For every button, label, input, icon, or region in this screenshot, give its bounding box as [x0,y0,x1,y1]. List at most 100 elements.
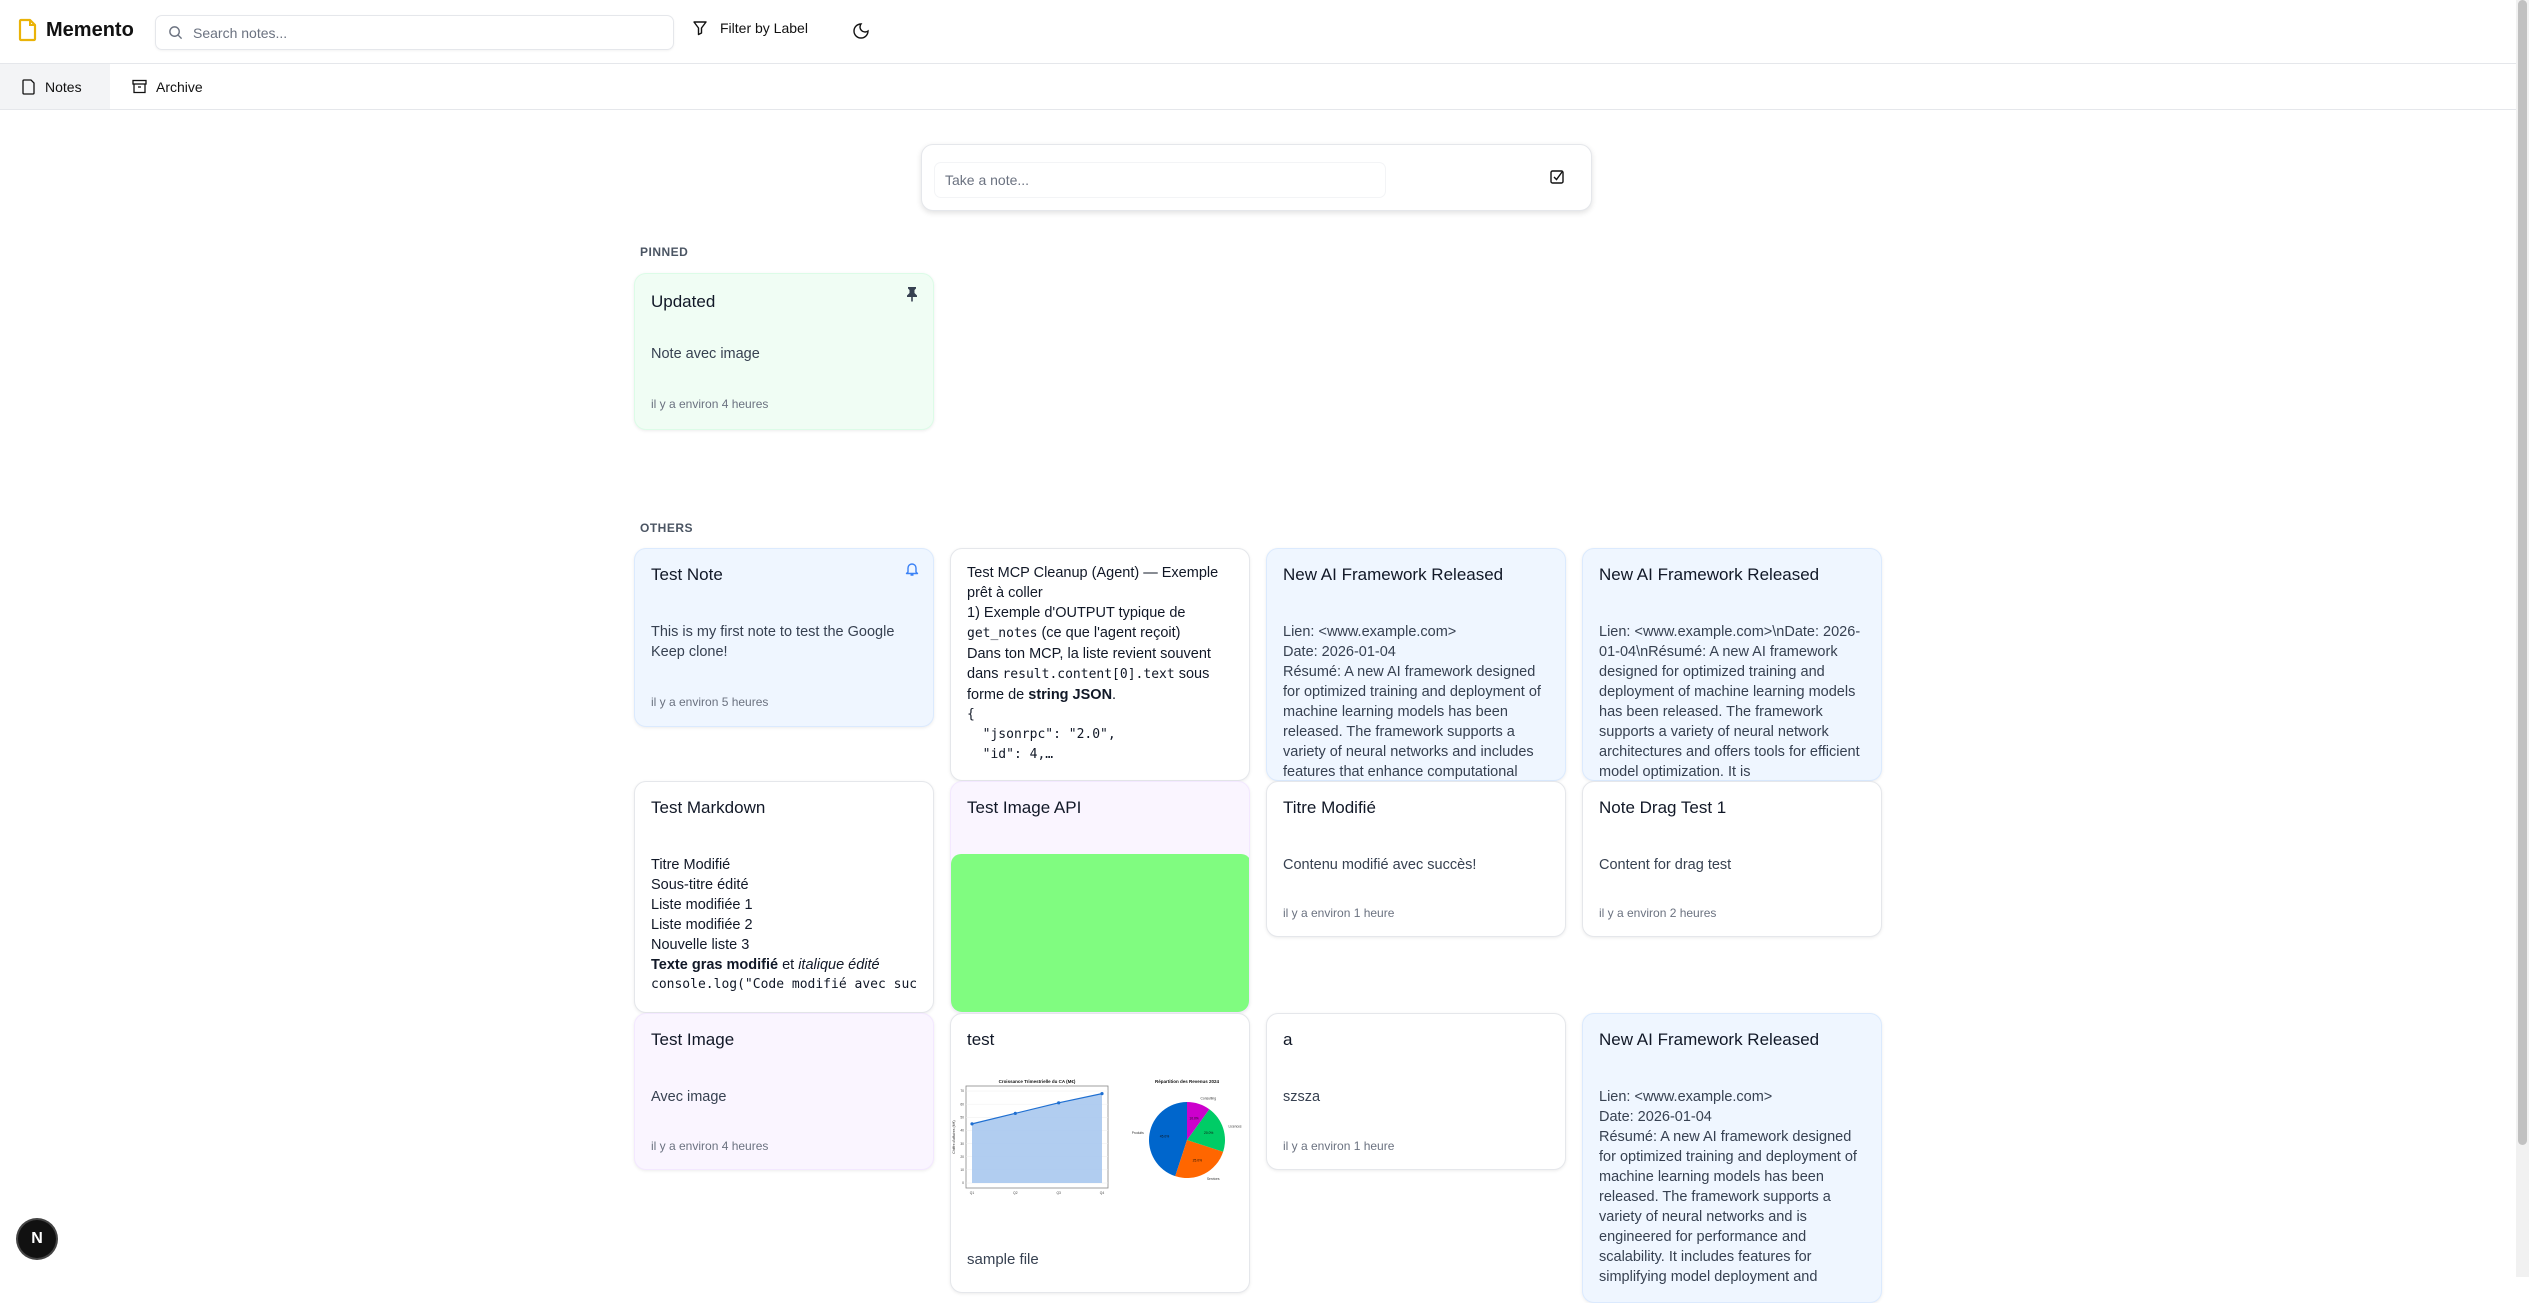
filter-by-label-button[interactable]: Filter by Label [692,20,808,36]
note-line: 1) Exemple d'OUTPUT typique de get_notes… [967,603,1233,644]
note-composer [921,144,1592,211]
note-timestamp: il y a environ 1 heure [1283,1139,1395,1153]
y-tick-label: 10 [960,1168,964,1172]
note-title: New AI Framework Released [1283,565,1504,584]
bold-text: Texte gras modifié [651,957,779,973]
pie-category-label: Licences [1229,1124,1242,1128]
note-card-ai-framework-2[interactable]: New AI Framework Released Lien: <www.exa… [1582,548,1882,781]
pie-percent-label: 20.0% [1204,1131,1213,1135]
note-line: Test MCP Cleanup (Agent) — Exemple prêt … [967,565,1219,601]
pie-slice [1187,1109,1225,1152]
new-checklist-button[interactable] [1549,169,1565,190]
data-point [1057,1101,1061,1105]
note-card-test-image[interactable]: Test Image Avec image il y a environ 4 h… [634,1013,934,1170]
x-tick-label: Q2 [1013,1191,1018,1195]
note-card-drag-test[interactable]: Note Drag Test 1 Content for drag test i… [1582,781,1882,937]
app-header: Memento Filter by Label [0,0,2516,64]
note-title: a [1283,1030,1293,1049]
note-card-mcp-cleanup[interactable]: Test MCP Cleanup (Agent) — Exemple prêt … [950,548,1250,781]
note-card-updated[interactable]: Updated Note avec image il y a environ 4… [634,273,934,430]
note-title: Titre Modifié [1283,798,1376,817]
code-block: { "jsonrpc": "2.0", "id": 4,… [967,707,1116,762]
pie-slice [1175,1140,1224,1178]
pie-category-label: Produits [1132,1131,1144,1135]
pie-slice [1187,1102,1210,1140]
take-note-input[interactable] [935,163,1385,197]
tab-label: Archive [156,78,203,95]
y-tick-label: 30 [960,1142,964,1146]
text: . [1112,687,1117,703]
note-body: Content for drag test [1599,857,1732,873]
y-tick-label: 0 [962,1181,964,1185]
text: 1) Exemple d'OUTPUT typique de [967,605,1186,621]
y-tick-label: 60 [960,1102,964,1106]
line-chart-title: Croissance Trimestrielle du CA (M€) [999,1079,1076,1084]
note-card-ai-framework-3[interactable]: New AI Framework Released Lien: <www.exa… [1582,1013,1882,1303]
note-card-test-markdown[interactable]: Test Markdown Titre Modifié Sous-titre é… [634,781,934,1013]
tab-archive[interactable]: Archive [110,64,225,109]
app-logo[interactable]: Memento [18,18,134,42]
pie-category-label: Services [1207,1177,1220,1181]
checkbox-icon [1550,170,1564,184]
note-body: Note avec image [651,346,760,362]
note-body: szsza [1283,1089,1321,1105]
note-body: sample file [967,1251,1039,1268]
note-body: Titre Modifié Sous-titre édité Liste mod… [651,855,917,995]
tab-notes[interactable]: Notes [0,64,110,109]
note-card-a[interactable]: a szsza il y a environ 1 heure [1266,1013,1566,1170]
italic-text: italique édité [798,957,880,973]
search-icon [169,26,183,40]
note-card-test-note[interactable]: Test Note This is my first note to test … [634,548,934,727]
page-scrollbar[interactable] [2516,0,2529,1277]
bold-text: string JSON [1028,687,1113,703]
pie-slice [1149,1102,1187,1177]
note-title: Test Image API [967,798,1082,817]
note-chart-image: Croissance Trimestrielle du CA (M€) Chiff… [952,1079,1242,1195]
search-box[interactable] [155,15,674,50]
app-name: Memento [46,18,134,41]
note-title: New AI Framework Released [1599,1030,1820,1049]
note-title: New AI Framework Released [1599,565,1820,584]
note-timestamp: il y a environ 4 heures [651,1139,769,1153]
section-others-label: OTHERS [640,521,694,535]
note-body: Test MCP Cleanup (Agent) — Exemple prêt … [967,563,1233,765]
pie-category-label: Consulting [1201,1096,1217,1100]
x-tick-label: Q3 [1056,1191,1061,1195]
note-logo-icon [18,18,37,42]
unpin-button[interactable] [905,286,919,307]
moon-icon [853,23,869,39]
nav-tabs: Notes Archive [0,64,2516,110]
theme-toggle-button[interactable] [852,22,870,45]
reminder-button[interactable] [905,561,919,582]
y-tick-label: 50 [960,1115,964,1119]
data-point [970,1122,974,1126]
x-tick-label: Q4 [1100,1191,1105,1195]
note-title: test [967,1030,995,1049]
note-line: Nouvelle liste 3 [651,937,750,953]
note-line: Sous-titre édité [651,877,749,893]
search-input[interactable] [193,24,633,41]
note-body: Lien: <www.example.com> Date: 2026-01-04… [1599,1089,1857,1285]
y-tick-label: 40 [960,1129,964,1133]
note-title: Test Note [651,565,723,584]
note-title: Updated [651,292,716,311]
note-title: Note Drag Test 1 [1599,798,1727,817]
line-chart-ylabel: Chiffre d'affaires (M€) [952,1120,956,1153]
dev-tools-avatar-button[interactable]: N [18,1220,56,1258]
note-title: Test Image [651,1030,735,1049]
filter-icon [693,21,707,36]
note-body: Contenu modifié avec succès! [1283,857,1477,873]
note-line: Liste modifiée 1 [651,897,753,913]
note-card-titre-modifie[interactable]: Titre Modifié Contenu modifié avec succè… [1266,781,1566,937]
note-timestamp: il y a environ 1 heure [1283,906,1395,920]
note-card-test[interactable]: test Croissance Trimestrielle du CA (M€)… [950,1013,1250,1293]
text: (ce que l'agent reçoit) [1037,625,1181,641]
note-line: Liste modifiée 2 [651,917,753,933]
data-point [1013,1111,1017,1115]
y-tick-label: 20 [960,1155,964,1159]
scrollbar-thumb[interactable] [2518,0,2527,1145]
note-card-test-image-api[interactable]: Test Image API [950,781,1250,1013]
note-card-ai-framework-1[interactable]: New AI Framework Released Lien: <www.exa… [1266,548,1566,781]
note-body: Lien: <www.example.com>\nDate: 2026-01-0… [1599,624,1861,780]
pie-percent-label: 25.0% [1193,1158,1202,1162]
